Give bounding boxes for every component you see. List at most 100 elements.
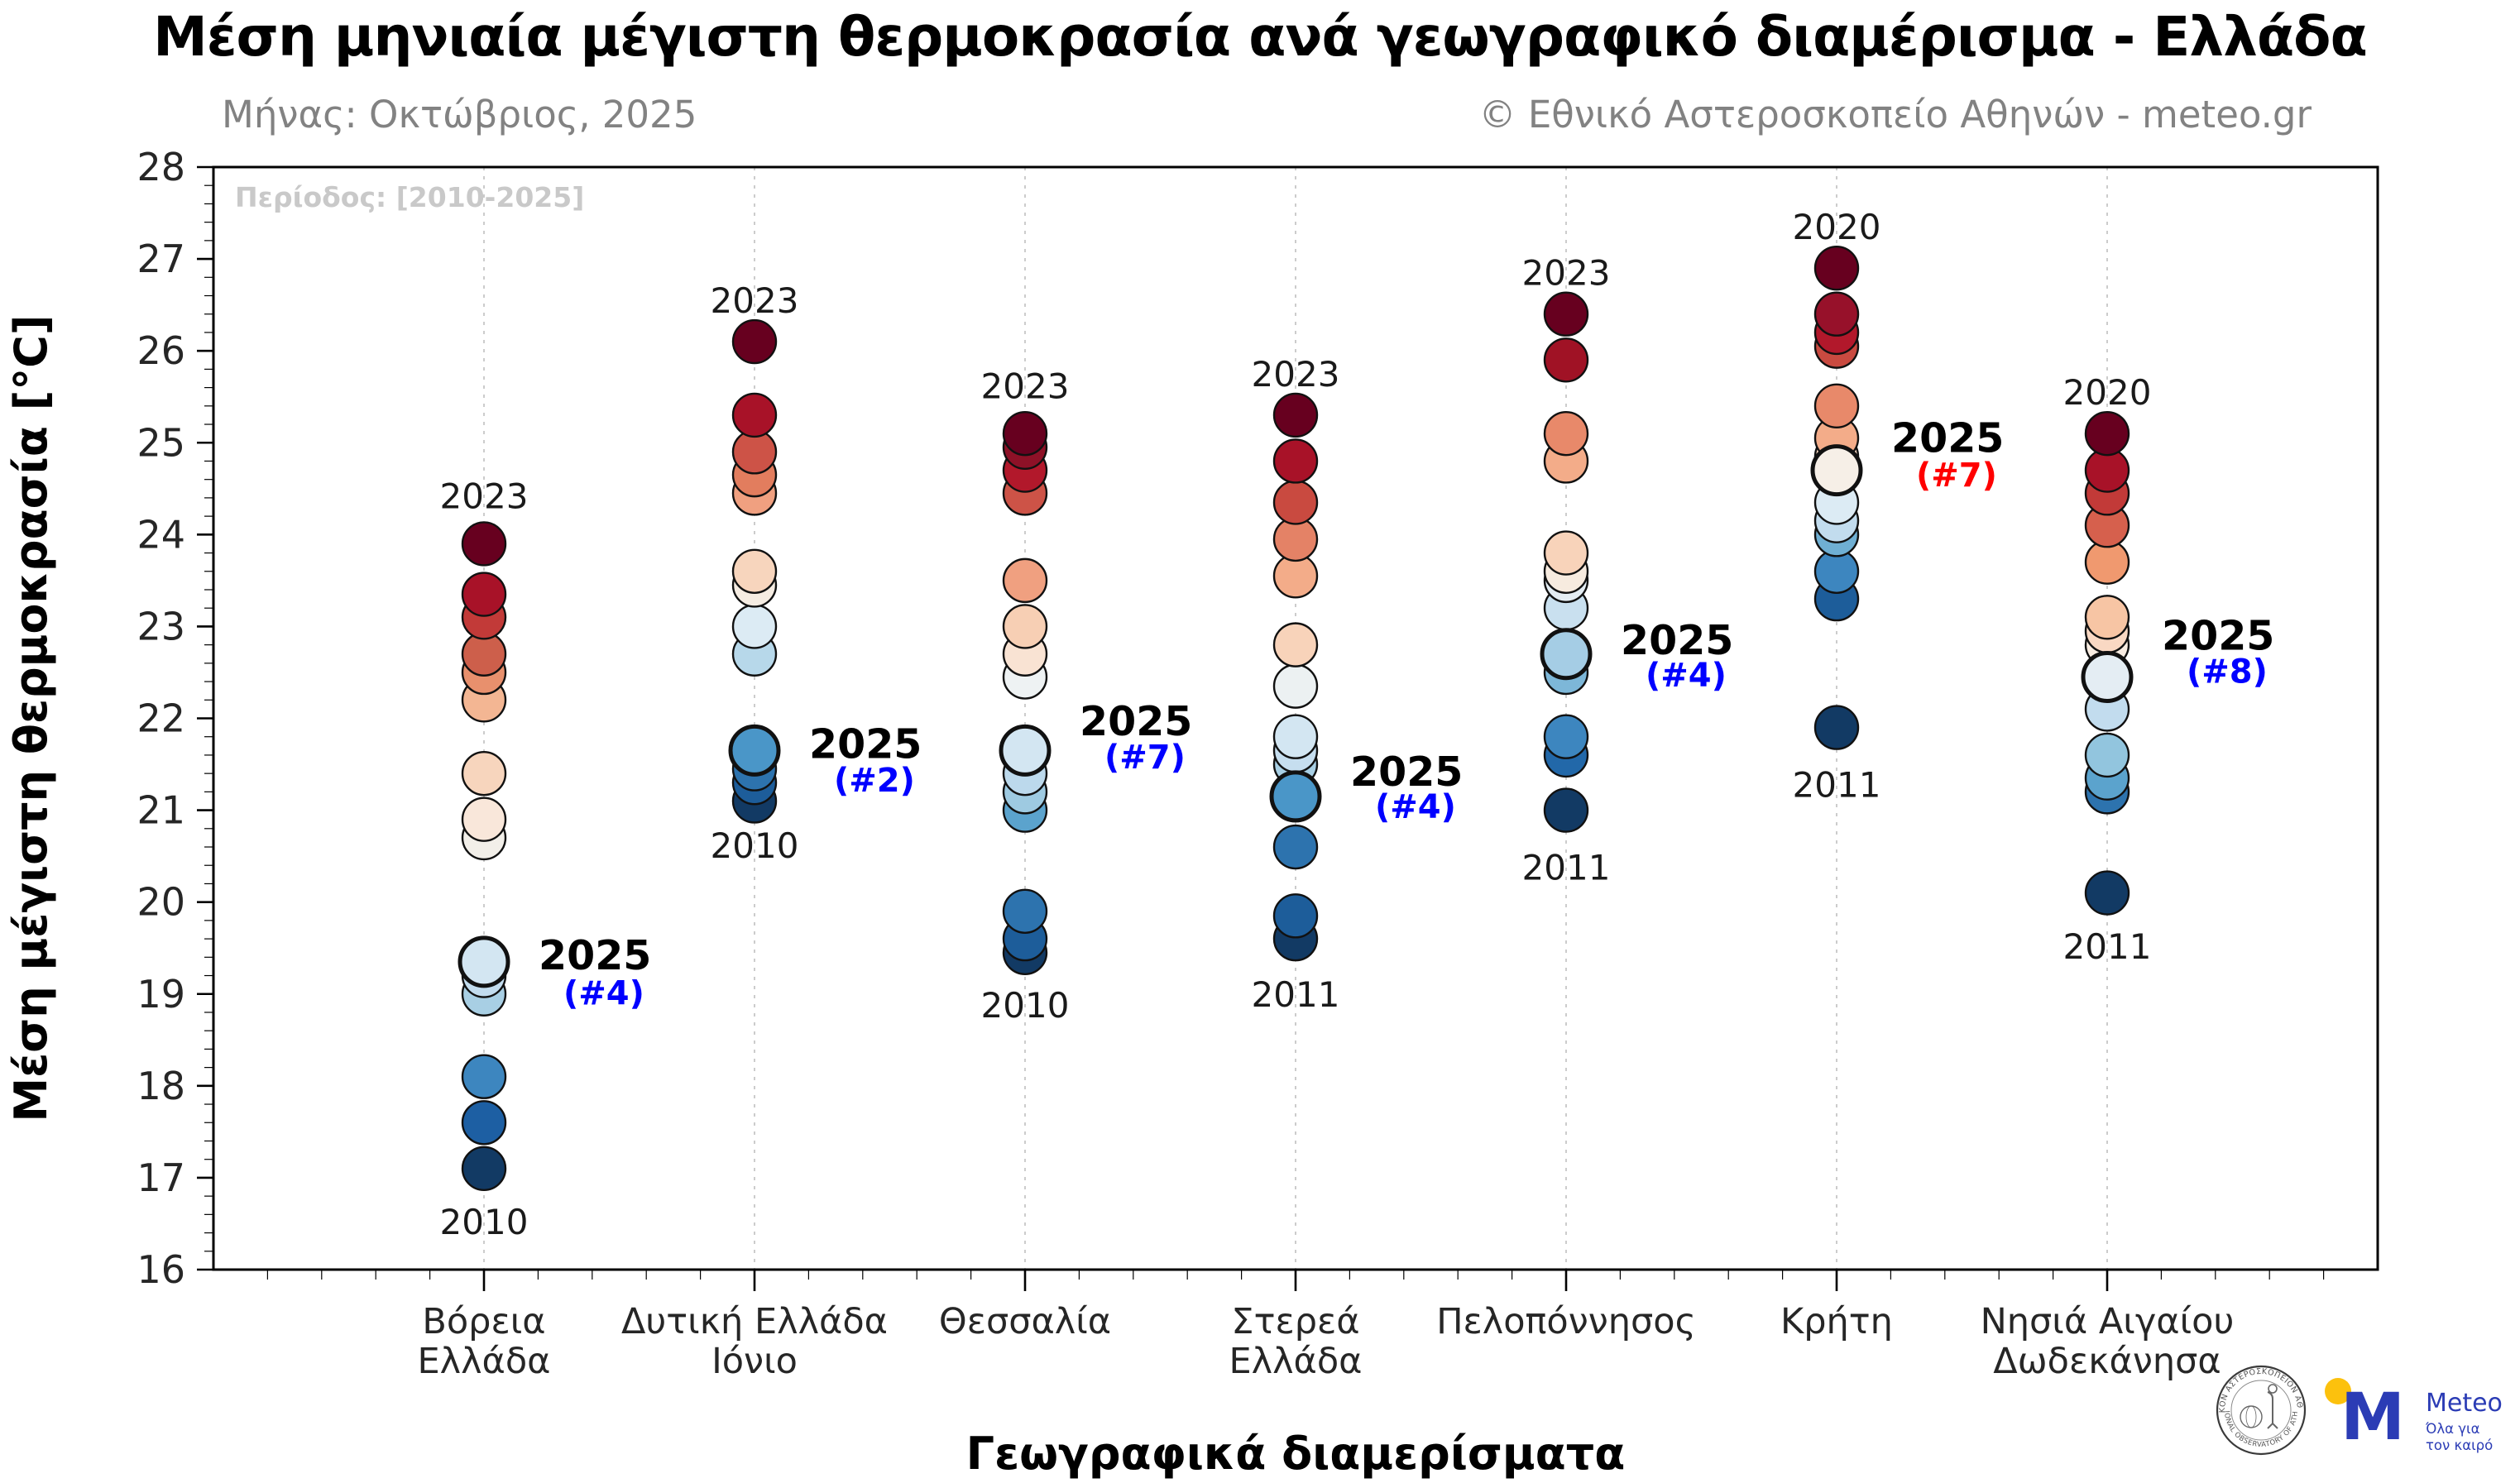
x-tick-label: Στερεά: [1231, 1301, 1359, 1342]
meteo-logo-tagline-1: Όλα για: [2425, 1421, 2480, 1437]
year-annotation-top: 2023: [1252, 354, 1340, 395]
data-point-2025: [999, 724, 1052, 777]
data-point: [1543, 291, 1589, 337]
data-point: [1272, 893, 1319, 939]
x-tick-label: Ιόνιο: [711, 1341, 798, 1382]
annotation-2025-rank: (#4): [563, 975, 644, 1013]
x-tick-label: Ελλάδα: [417, 1341, 550, 1382]
period-label: Περίοδος: [2010-2025]: [235, 181, 584, 213]
x-tick-label: Κρήτη: [1780, 1301, 1893, 1342]
annotation-2025: 2025: [1621, 617, 1733, 664]
subtitle-month: Μήνας: Οκτώβριος, 2025: [222, 93, 697, 136]
y-tick-label: 23: [137, 604, 185, 648]
x-tick-label: Πελοπόννησος: [1436, 1301, 1696, 1342]
data-point: [1002, 604, 1048, 649]
y-tick-label: 17: [137, 1155, 185, 1200]
data-point: [731, 318, 778, 365]
annotation-2025: 2025: [1080, 698, 1192, 745]
x-tick-label: Δυτική Ελλάδα: [621, 1301, 888, 1342]
data-point: [1543, 337, 1589, 383]
data-point-2025: [1540, 628, 1593, 681]
noa-seal-figure-head: [2268, 1384, 2278, 1394]
annotation-2025-rank: (#8): [2187, 653, 2268, 691]
data-point: [461, 1146, 507, 1192]
annotation-2025-rank: (#4): [1375, 788, 1456, 826]
annotation-2025-rank: (#7): [1916, 457, 1997, 495]
data-point: [1813, 383, 1860, 429]
y-tick-label: 18: [137, 1064, 185, 1108]
data-point: [1543, 787, 1589, 833]
annotation-2025: 2025: [1891, 415, 2004, 462]
meteo-logo-name: Meteo: [2426, 1389, 2503, 1418]
data-point: [461, 1100, 507, 1146]
data-point: [1813, 291, 1860, 337]
meteo-logo-tagline-2: τον καιρό: [2426, 1438, 2493, 1453]
data-point-2025: [1269, 770, 1322, 823]
data-point: [1272, 392, 1319, 438]
year-annotation-top: 2020: [2063, 372, 2152, 413]
x-tick-label: Ελλάδα: [1229, 1341, 1362, 1382]
data-point: [1813, 245, 1860, 291]
y-tick-label: 22: [137, 696, 185, 741]
data-point: [2084, 732, 2130, 778]
year-annotation-top: 2023: [440, 476, 529, 517]
data-point: [461, 572, 507, 617]
year-annotation-top: 2020: [1793, 207, 1881, 247]
data-point-2025: [1810, 444, 1863, 497]
data-point: [2084, 595, 2130, 640]
y-tick-label: 19: [137, 972, 185, 1017]
annotation-2025-rank: (#4): [1646, 657, 1727, 695]
data-point: [1813, 705, 1860, 750]
annotation-2025-rank: (#7): [1104, 739, 1186, 777]
annotation-2025: 2025: [1350, 749, 1463, 796]
year-annotation-top: 2023: [1522, 253, 1611, 294]
subtitle-copyright: © Εθνικό Αστεροσκοπείο Αθηνών - meteo.gr: [1478, 93, 2312, 136]
data-point: [1272, 824, 1319, 870]
data-point: [731, 548, 778, 594]
y-tick-label: 20: [137, 880, 185, 925]
y-tick-label: 25: [137, 420, 185, 465]
data-point: [1272, 622, 1319, 667]
data-point: [461, 521, 507, 567]
data-point: [1272, 438, 1319, 484]
data-point: [461, 1054, 507, 1099]
y-tick-label: 21: [137, 788, 185, 833]
meteo-logo-sun-icon: [2325, 1378, 2351, 1404]
y-tick-label: 16: [137, 1247, 185, 1292]
x-tick-label: Θεσσαλία: [939, 1301, 1111, 1342]
axis-frame: [212, 165, 2379, 1271]
data-point: [2084, 410, 2130, 457]
data-point: [1543, 714, 1589, 759]
data-point: [731, 604, 778, 649]
data-point: [461, 797, 507, 842]
data-point-2025: [2081, 651, 2134, 704]
noa-seal-figure: [2267, 1391, 2278, 1429]
data-point: [1272, 714, 1319, 759]
data-point: [731, 392, 778, 438]
annotation-2025: 2025: [539, 932, 651, 979]
year-annotation-bottom: 2011: [1793, 764, 1881, 805]
year-annotation-bottom: 2011: [2063, 926, 2152, 967]
year-annotation-bottom: 2010: [440, 1202, 529, 1242]
y-tick-label: 24: [137, 512, 185, 557]
noa-seal-inner-ring: [2230, 1380, 2292, 1441]
x-axis-title: Γεωγραφικά διαμερίσματα: [966, 1428, 1626, 1480]
noa-seal-globe: [2240, 1405, 2263, 1428]
data-point: [1002, 557, 1048, 604]
annotation-2025: 2025: [809, 721, 922, 768]
annotation-2025-rank: (#2): [834, 762, 915, 800]
data-point: [1002, 888, 1048, 934]
year-annotation-top: 2023: [711, 280, 799, 321]
meteo-logo-m-icon: M: [2340, 1380, 2405, 1455]
annotation-2025: 2025: [2162, 613, 2274, 660]
y-tick-label: 28: [137, 145, 185, 189]
data-point-2025: [728, 724, 781, 777]
x-tick-label: Νησιά Αιγαίου: [1981, 1301, 2235, 1342]
data-point: [1272, 663, 1319, 709]
noa-seal-outer-ring: [2216, 1365, 2307, 1456]
y-tick-label: 27: [137, 237, 185, 281]
x-tick-label: Δωδεκάνησα: [1993, 1341, 2221, 1382]
